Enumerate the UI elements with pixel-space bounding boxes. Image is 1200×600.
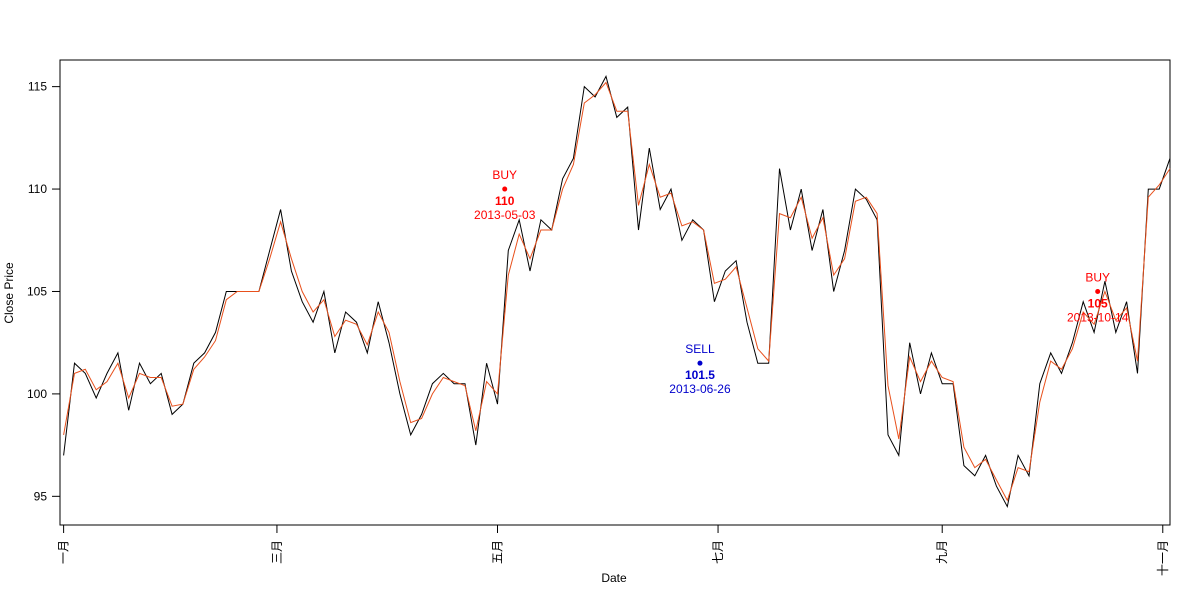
y-axis-title: Close Price (2, 262, 16, 324)
x-tick-label: 九月 (935, 540, 949, 564)
sell-price-label: 101.5 (685, 368, 715, 382)
x-tick-label: 一月 (57, 540, 71, 564)
x-tick-label: 七月 (711, 540, 725, 564)
smooth-price-line (63, 81, 1171, 502)
y-tick-label: 110 (28, 182, 47, 196)
x-axis: 一月 三月 五月 七月 九月 十一月 (57, 524, 1170, 576)
buy-label: BUY (1085, 270, 1110, 284)
y-tick-label: 105 (27, 284, 47, 298)
buy-marker (502, 186, 508, 192)
y-axis: 95 100 105 110 115 (27, 80, 60, 503)
buy-date-label: 2013-05-03 (474, 208, 536, 222)
x-tick-label: 五月 (490, 540, 504, 564)
buy-price-label: 105 (1088, 296, 1108, 310)
buy-date-label: 2013-10-14 (1067, 310, 1129, 324)
sell-marker (697, 360, 703, 366)
y-tick-label: 115 (28, 80, 47, 94)
y-tick-label: 100 (27, 387, 47, 401)
buy-price-label: 110 (495, 194, 515, 208)
buy-label: BUY (492, 168, 517, 182)
x-axis-title: Date (601, 571, 627, 585)
price-lines (63, 75, 1171, 509)
close-price-line (63, 75, 1171, 509)
sell-date-label: 2013-06-26 (669, 382, 731, 396)
x-tick-label: 三月 (270, 540, 284, 564)
x-tick-label: 十一月 (1156, 540, 1170, 576)
buy-marker (1095, 288, 1101, 294)
sell-label: SELL (685, 342, 715, 356)
y-tick-label: 95 (34, 489, 48, 503)
